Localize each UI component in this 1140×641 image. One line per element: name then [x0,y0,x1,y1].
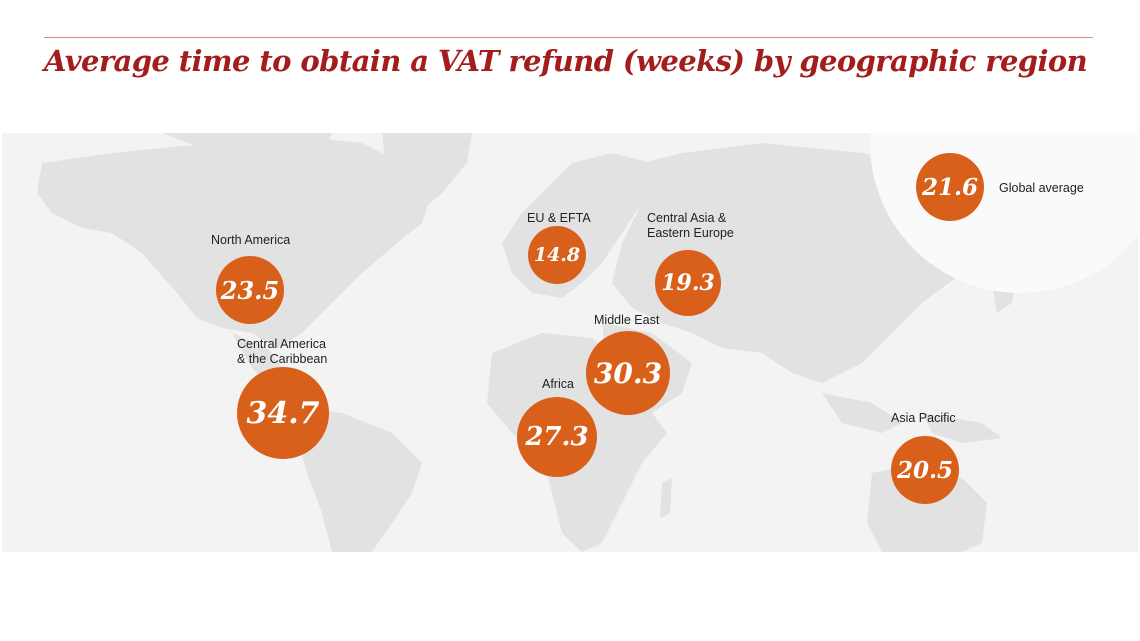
label-central-asia-line2: Eastern Europe [647,226,734,240]
label-central-america-line1: Central America [237,337,326,351]
label-central-america: Central America & the Caribbean [237,337,327,367]
label-central-america-line2: & the Caribbean [237,352,328,366]
value-asia-pacific: 20.5 [896,456,954,484]
value-global-average: 21.6 [921,173,979,201]
label-central-asia-line1: Central Asia & [647,211,727,225]
bubble-central-america[interactable]: 34.7 [237,367,329,459]
chart-title: Average time to obtain a VAT refund (wee… [44,44,1088,78]
label-middle-east: Middle East [594,313,660,327]
label-asia-pacific: Asia Pacific [891,411,956,425]
label-eu-efta: EU & EFTA [527,211,591,225]
label-global-average: Global average [999,181,1084,195]
label-africa: Africa [542,377,574,391]
value-central-asia: 19.3 [661,270,715,296]
value-north-america: 23.5 [220,275,280,305]
bubble-central-asia[interactable]: 19.3 [655,250,721,316]
bubble-middle-east[interactable]: 30.3 [586,331,670,415]
bubble-north-america[interactable]: 23.5 [216,256,284,324]
value-middle-east: 30.3 [593,356,663,390]
value-africa: 27.3 [525,422,589,452]
bubble-africa[interactable]: 27.3 [517,397,597,477]
title-rule [44,37,1093,38]
label-central-asia: Central Asia & Eastern Europe [647,211,734,241]
label-north-america: North America [211,233,291,247]
value-eu-efta: 14.8 [533,244,581,266]
bubble-eu-efta[interactable]: 14.8 [528,226,586,284]
bubble-global-average[interactable]: 21.6 [916,153,984,221]
bubble-asia-pacific[interactable]: 20.5 [891,436,959,504]
value-central-america: 34.7 [246,395,320,431]
